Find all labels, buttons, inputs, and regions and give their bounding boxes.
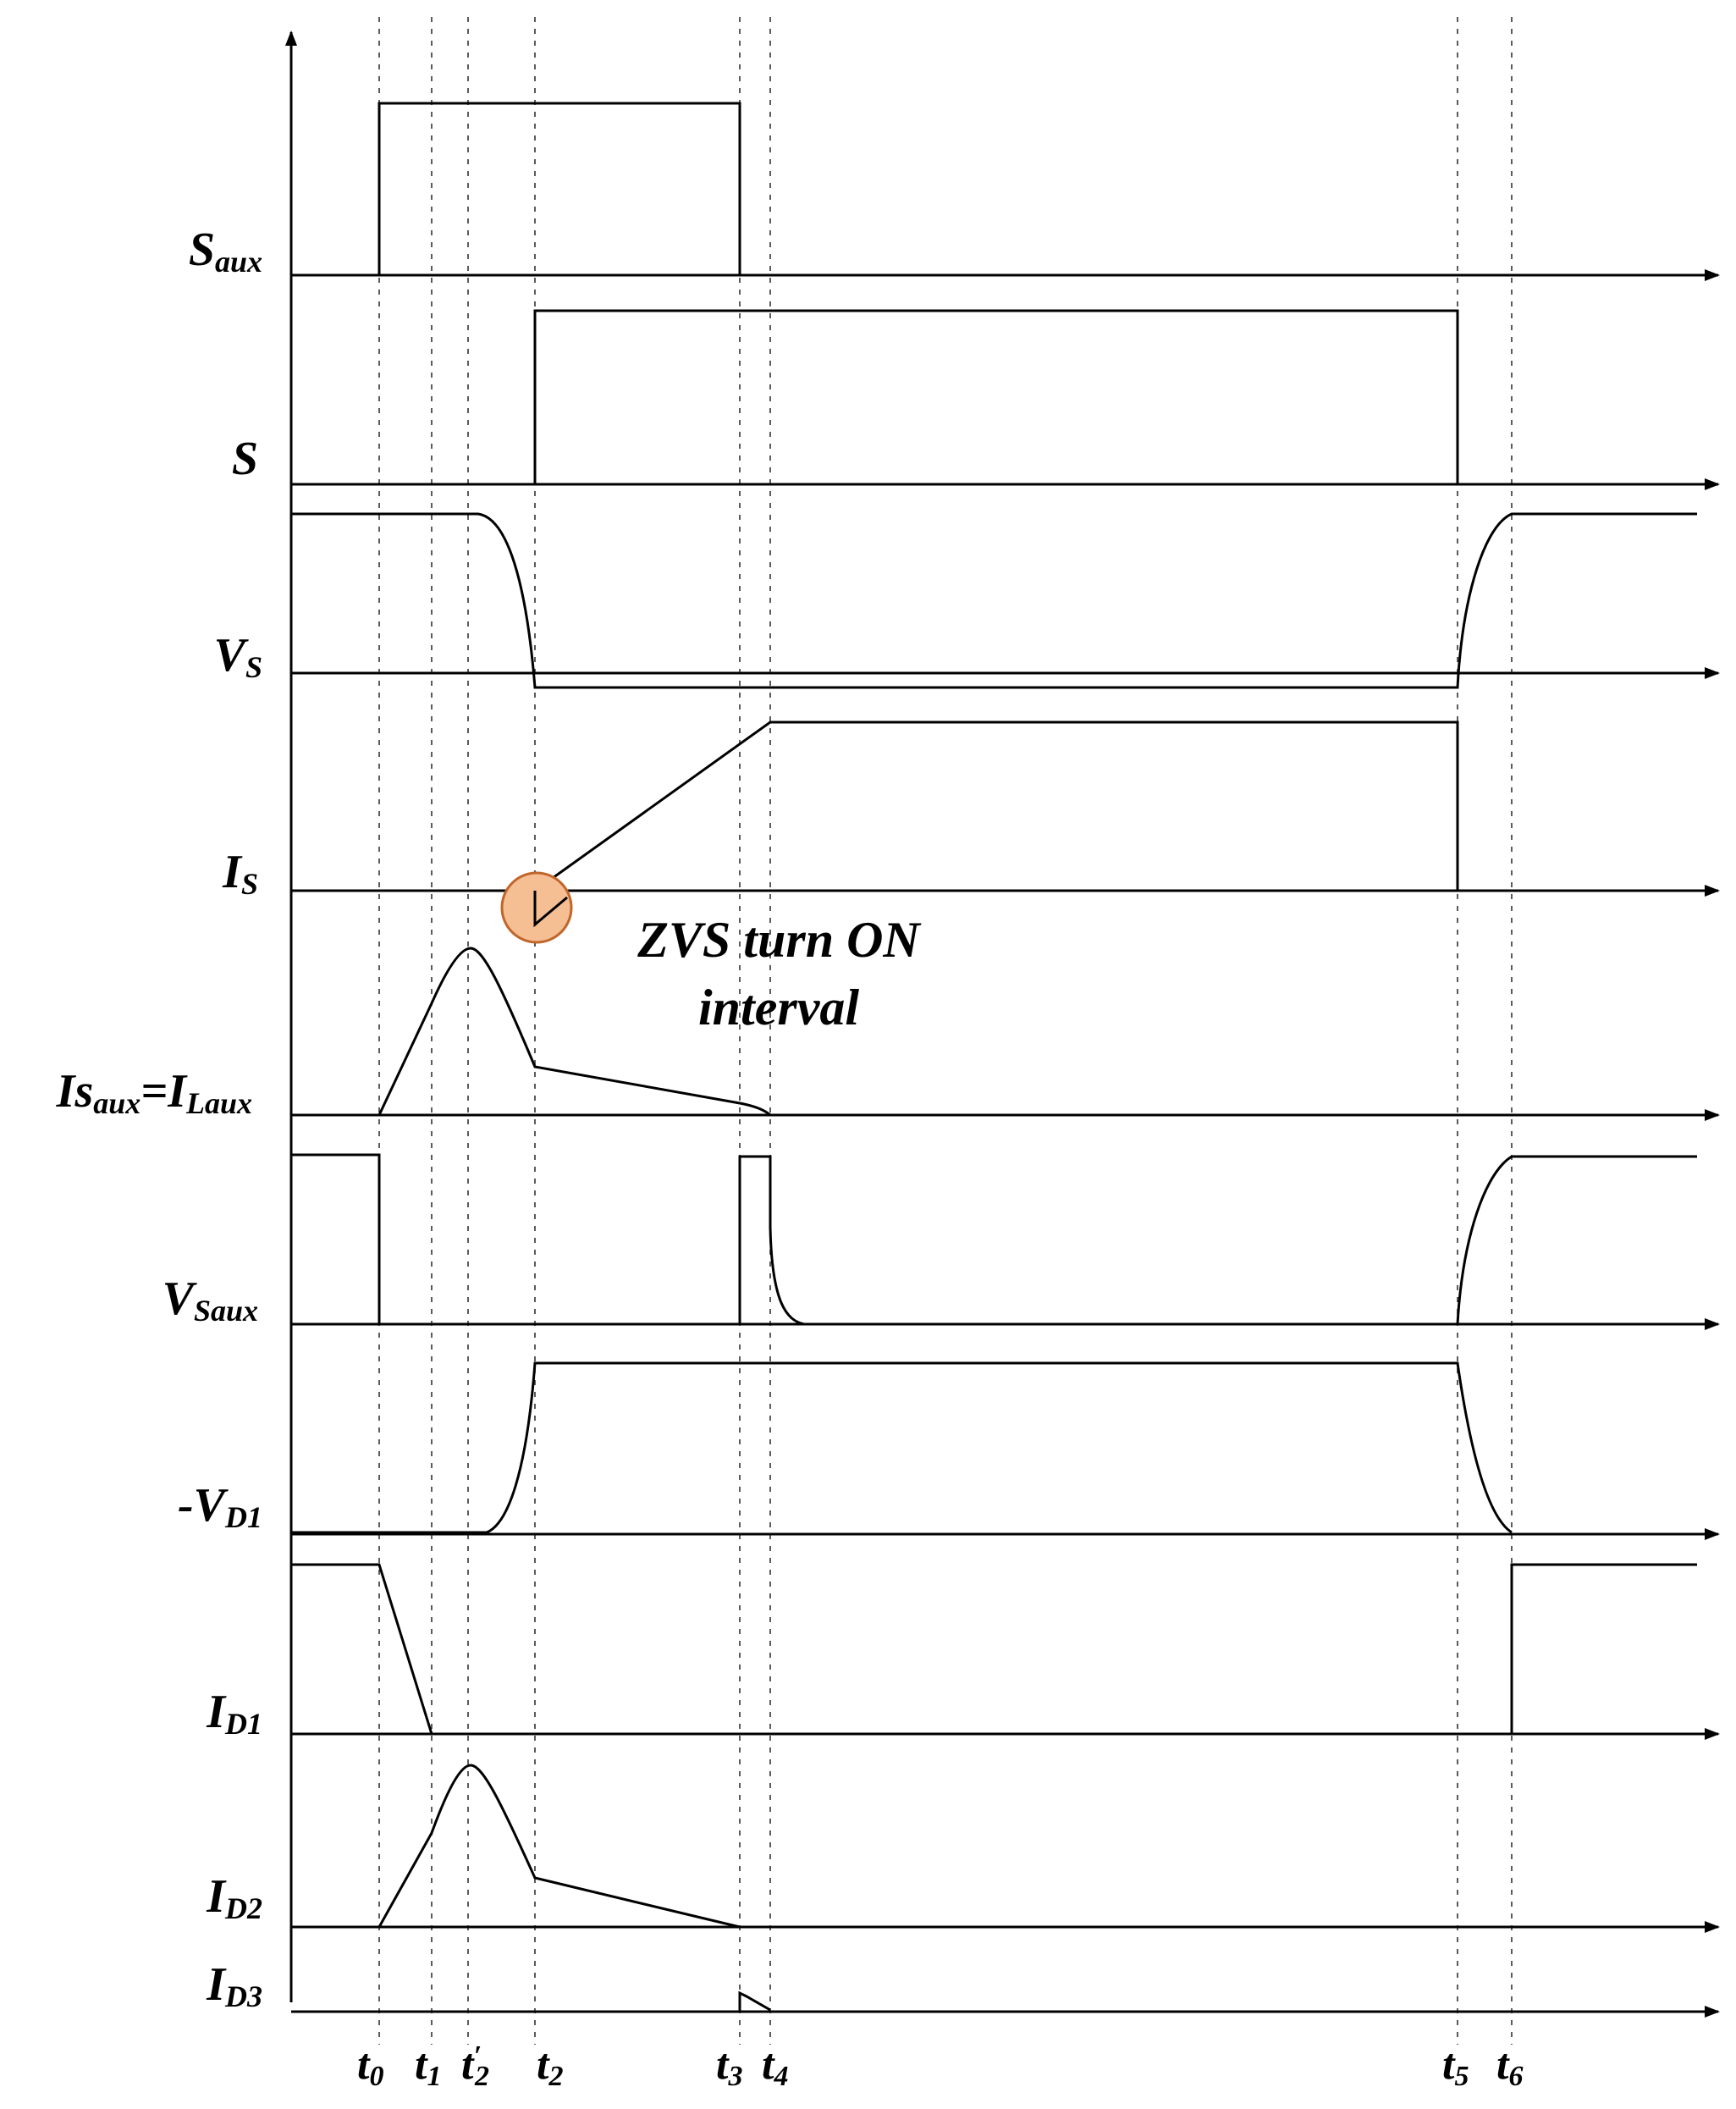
zvs-marker-trace <box>533 891 568 928</box>
time-label-t3: t3 <box>716 2040 742 2092</box>
waveform-s <box>533 309 1459 484</box>
time-label-t2: t2 <box>537 2040 563 2092</box>
label-id2: ID2 <box>206 1870 262 1925</box>
label-id1: ID1 <box>206 1686 262 1741</box>
waveform-isaux <box>378 947 771 1117</box>
label-id3: ID3 <box>206 1958 262 2013</box>
waveform-vsaux <box>291 1153 1697 1326</box>
zvs-annotation-line1: ZVS turn ON <box>637 912 922 968</box>
time-label-t4: t4 <box>762 2040 788 2092</box>
label-vs: VS <box>214 629 262 684</box>
time-label-t6: t6 <box>1496 2040 1523 2092</box>
time-label-t2prime: t′ 2 <box>461 2040 489 2092</box>
label-is: IS <box>222 846 258 901</box>
label-s: S <box>232 433 258 485</box>
time-guides <box>378 17 1513 2045</box>
time-label-t5: t5 <box>1442 2040 1469 2092</box>
waveform-vs <box>291 512 1697 689</box>
baselines <box>291 269 1720 2018</box>
label-saux: Saux <box>189 224 262 279</box>
waveform-id3 <box>738 1990 771 2012</box>
label-isaux: Isaux=ILaux <box>56 1065 252 1120</box>
waveform-vd1 <box>291 1361 1513 1534</box>
time-labels: t0 t1 t′ 2 t2 t3 t4 t5 t6 <box>357 2040 1523 2092</box>
time-label-t1: t1 <box>415 2040 441 2092</box>
waveform-saux <box>378 102 741 275</box>
waveform-id1 <box>291 1563 1697 1735</box>
label-vsaux: VSaux <box>163 1273 258 1328</box>
zvs-marker-circle <box>500 871 573 944</box>
zvs-annotation-line2: interval <box>698 980 859 1035</box>
waveforms <box>291 102 1697 2012</box>
signal-labels: Saux S VS IS Isaux=ILaux VSaux -VD1 ID1 … <box>56 224 262 2013</box>
time-label-t0: t0 <box>357 2040 383 2092</box>
label-vd1: -VD1 <box>178 1479 262 1534</box>
waveform-id2 <box>378 1764 741 1929</box>
waveform-is <box>533 720 1459 925</box>
